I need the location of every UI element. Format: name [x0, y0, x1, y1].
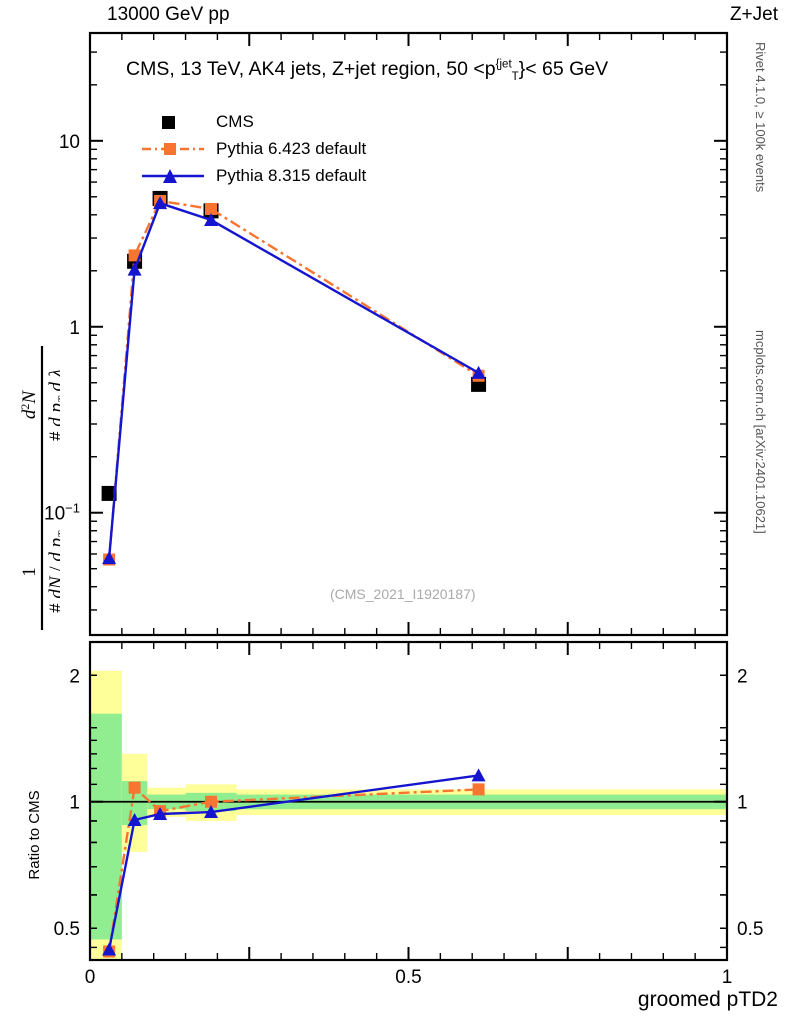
legend-key-pythia6: [140, 137, 206, 161]
legend-label-pythia8: Pythia 8.315 default: [216, 165, 367, 185]
legend: CMS Pythia 6.423 default Pythia 8.315 de…: [140, 108, 366, 189]
data-marker-square: [205, 202, 218, 215]
data-marker-triangle: [471, 365, 486, 379]
plot-title-part2: }< 65 GeV: [518, 58, 609, 80]
legend-item-cms[interactable]: CMS: [140, 108, 366, 135]
plot-title-superscript: {jet: [495, 58, 512, 71]
legend-item-pythia8[interactable]: Pythia 8.315 default: [140, 162, 366, 189]
data-marker-triangle: [153, 806, 168, 820]
data-marker-square: [128, 249, 141, 262]
ratio-y-tick-label-right: 0.5: [737, 919, 763, 940]
data-marker-triangle: [204, 213, 219, 227]
data-marker-square: [205, 795, 218, 808]
legend-label-cms: CMS: [216, 111, 254, 131]
data-marker-square: [472, 783, 485, 796]
ratio-uncertainty-bands: [90, 670, 727, 960]
analysis-id-watermark: (CMS_2021_I1920187): [330, 586, 476, 602]
data-marker-triangle: [102, 942, 117, 956]
x-axis-label: groomed pTD2: [637, 988, 778, 1011]
data-marker-triangle: [471, 768, 486, 782]
series-pythia-8-315-default: [102, 196, 486, 565]
svg-text:d2N: d2N: [18, 390, 40, 420]
page-title: CMS, 13 TeV, AK4 jets, Z+jet region, 50 …: [126, 58, 608, 83]
ratio-y-tick-label: 0.5: [54, 919, 80, 940]
legend-item-pythia6[interactable]: Pythia 6.423 default: [140, 135, 366, 162]
data-marker-triangle: [127, 812, 142, 826]
ratio-y-axis-label: Ratio to CMS: [22, 760, 48, 910]
legend-label-pythia6: Pythia 6.423 default: [216, 138, 367, 158]
header-process-label: Z+Jet: [729, 4, 778, 25]
data-marker-square: [128, 781, 141, 794]
series-line: [107, 199, 480, 560]
data-marker-square: [101, 485, 117, 501]
series-pythia-6-423-default: [103, 194, 485, 566]
ratio-series-pythia-8-315-default: [102, 768, 486, 956]
x-tick-label: 0.5: [395, 967, 421, 988]
ratio-y-tick-label: 2: [69, 666, 80, 687]
ratio-ylabel-text: Ratio to CMS: [26, 790, 43, 879]
x-tick-label: 0: [85, 967, 96, 988]
data-marker-triangle: [153, 196, 168, 210]
series-cms: [101, 190, 487, 501]
svg-text:# dN / d pT: # dN / d pT: [46, 530, 60, 613]
svg-text:# d pT d λ: # d pT d λ: [46, 369, 60, 441]
main-y-tick-label: 10: [59, 132, 80, 153]
main-panel-axes: [88, 31, 729, 637]
legend-key-cms: [140, 110, 206, 134]
x-tick-label: 1: [722, 967, 733, 988]
header-beam-info: 13000 GeV pp: [107, 4, 230, 25]
plot-title-subscript: T: [511, 70, 519, 83]
legend-key-pythia8: [140, 164, 206, 188]
main-y-axis-label: 1 # dN / d pT d2N # d pT d λ: [0, 40, 60, 630]
data-marker-triangle: [204, 805, 219, 819]
ratio-panel-axes: [88, 640, 729, 962]
ratio-y-tick-label-right: 1: [737, 793, 748, 814]
ylabel-prefix-numerator: 1: [19, 567, 40, 577]
data-marker-triangle: [127, 262, 142, 276]
ratio-y-tick-label: 1: [69, 793, 80, 814]
data-marker-triangle: [102, 551, 117, 565]
main-series-group: [101, 190, 487, 566]
ratio-series-group: [102, 768, 486, 958]
plot-title-part1: CMS, 13 TeV, AK4 jets, Z+jet region, 50 …: [126, 58, 496, 80]
main-y-tick-label: 1: [69, 318, 80, 339]
series-line: [107, 201, 480, 559]
main-y-tick-label: 10−1: [44, 501, 80, 525]
ratio-y-tick-label-right: 2: [737, 666, 748, 687]
